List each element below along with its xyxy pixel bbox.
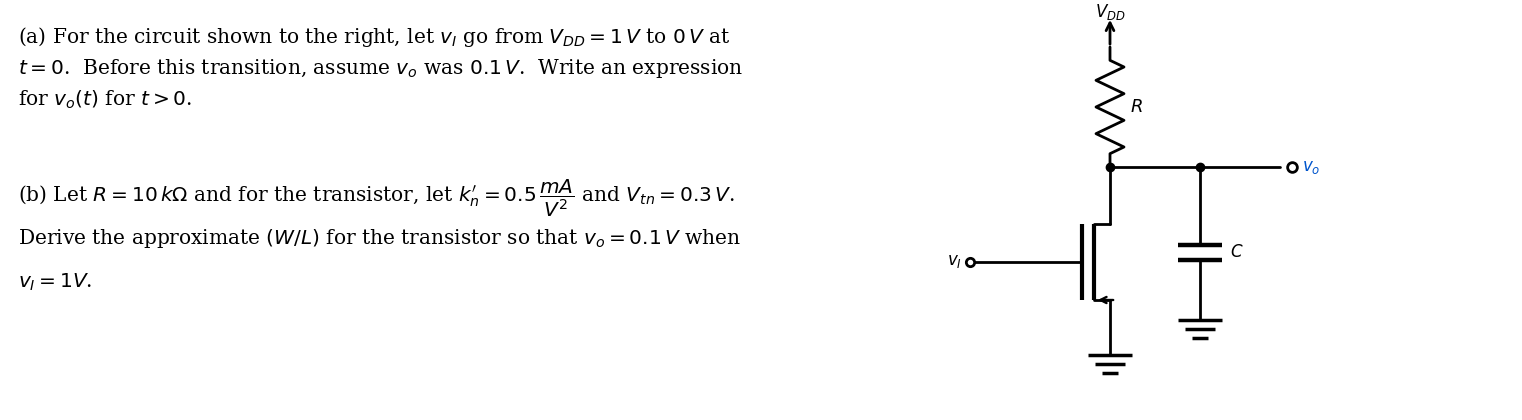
Text: (a) For the circuit shown to the right, let $v_I$ go from $V_{DD} = 1\,V$ to $0\: (a) For the circuit shown to the right, … [18,25,731,49]
Text: $V_{DD}$: $V_{DD}$ [1094,2,1125,22]
Text: $v_I$: $v_I$ [947,254,962,270]
Text: $C$: $C$ [1230,244,1243,261]
Text: $v_I = 1V$.: $v_I = 1V$. [18,272,93,293]
Text: $t = 0$.  Before this transition, assume $v_o$ was $0.1\,V$.  Write an expressio: $t = 0$. Before this transition, assume … [18,57,743,80]
Text: for $v_o(t)$ for $t > 0$.: for $v_o(t)$ for $t > 0$. [18,89,192,111]
Text: (b) Let $R = 10\,k\Omega$ and for the transistor, let $k_n^{\prime} = 0.5\,\dfra: (b) Let $R = 10\,k\Omega$ and for the tr… [18,177,735,219]
Text: $R$: $R$ [1129,98,1143,116]
Text: Derive the approximate $(W/L)$ for the transistor so that $v_o = 0.1\,V$ when: Derive the approximate $(W/L)$ for the t… [18,227,741,250]
Text: $v_o$: $v_o$ [1301,158,1321,176]
